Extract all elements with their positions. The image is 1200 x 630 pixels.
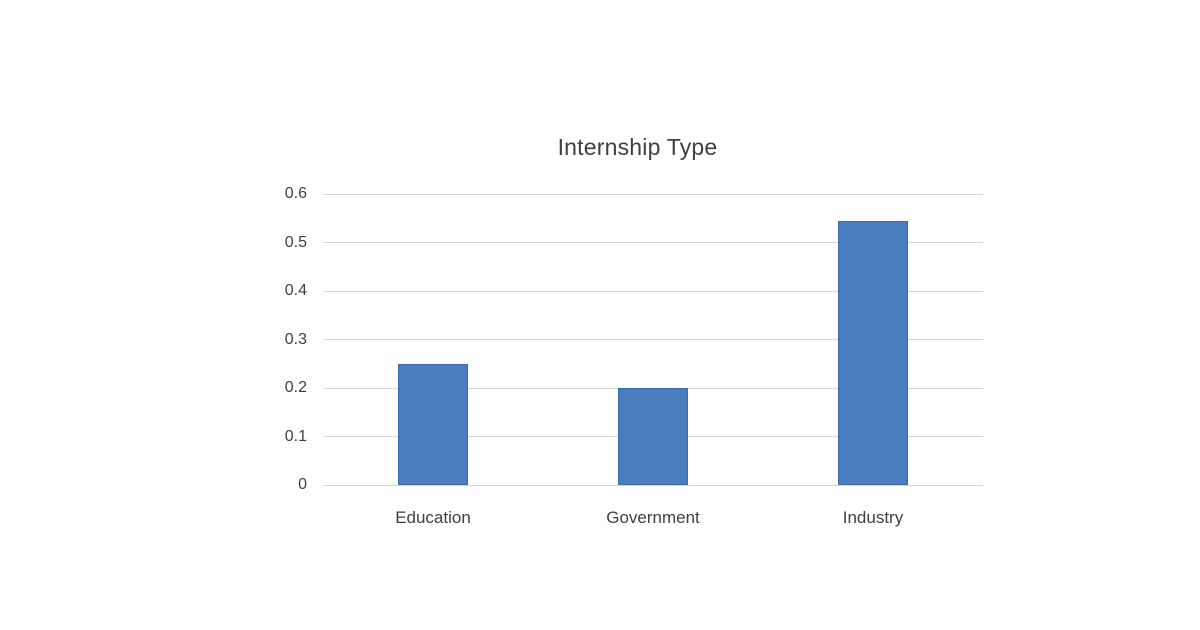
y-tick-label: 0.6: [284, 185, 307, 202]
bar-government: [618, 388, 688, 485]
plot-area: [323, 193, 983, 486]
gridline: [323, 242, 983, 243]
gridline: [323, 193, 983, 195]
y-tick-label: 0: [298, 476, 307, 493]
gridline: [323, 290, 983, 292]
y-tick-label: 0.5: [284, 233, 307, 251]
bar-industry: [838, 220, 908, 485]
gridline: [323, 484, 983, 486]
gridline: [323, 339, 983, 340]
y-tick-label: 0.4: [284, 282, 307, 299]
chart-title: Internship Type: [557, 134, 718, 160]
y-tick-label: 0.3: [284, 330, 307, 348]
y-tick-label: 0.1: [284, 427, 307, 445]
bar-education: [398, 363, 468, 485]
y-tick-label: 0.2: [284, 379, 307, 396]
x-category-label: Education: [395, 508, 471, 527]
x-category-label: Industry: [842, 508, 904, 527]
x-category-label: Government: [606, 508, 700, 527]
